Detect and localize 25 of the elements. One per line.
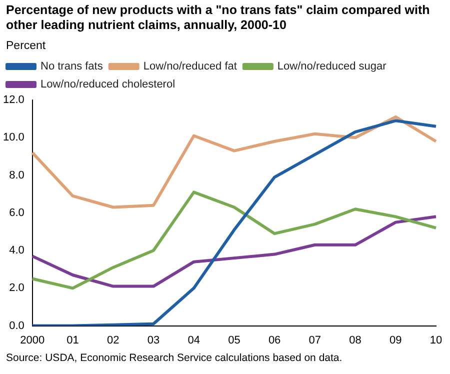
x-tick-label: 07 <box>308 334 322 346</box>
legend-label: Low/no/reduced fat <box>143 60 237 73</box>
x-tick-label: 06 <box>268 334 281 346</box>
y-tick-label: 4.0 <box>9 244 24 257</box>
chart-title: Percentage of new products with a "no trans fats" claim compared with other leading nutrient claims, annually, 2000-10 <box>6 3 431 33</box>
y-tick-label: 6.0 <box>9 206 24 219</box>
x-tick-label: 02 <box>107 334 120 346</box>
y-axis-title: Percent <box>6 40 46 52</box>
legend-label: Low/no/reduced cholesterol <box>40 78 176 91</box>
x-tick-label: 04 <box>188 334 200 346</box>
x-tick-label: 10 <box>430 334 442 346</box>
x-tick-label: 05 <box>228 334 240 346</box>
y-tick-label: 0.0 <box>9 320 24 332</box>
y-tick-label: 8.0 <box>9 169 24 182</box>
y-tick-label: 10.0 <box>2 132 24 144</box>
source-note: Source: USDA, Economic Research Service calculations based on data. <box>6 352 344 364</box>
x-tick-label: 09 <box>390 334 402 346</box>
legend-label: No trans fats <box>40 60 104 73</box>
legend-label: Low/no/reduced sugar <box>277 60 387 73</box>
y-tick-label: 12.0 <box>2 94 24 106</box>
x-tick-label: 03 <box>147 334 160 346</box>
x-tick-label: 08 <box>349 334 362 346</box>
y-tick-label: 2.0 <box>9 282 24 294</box>
x-tick-label: 2000 <box>20 334 45 346</box>
x-tick-label: 01 <box>66 334 79 346</box>
